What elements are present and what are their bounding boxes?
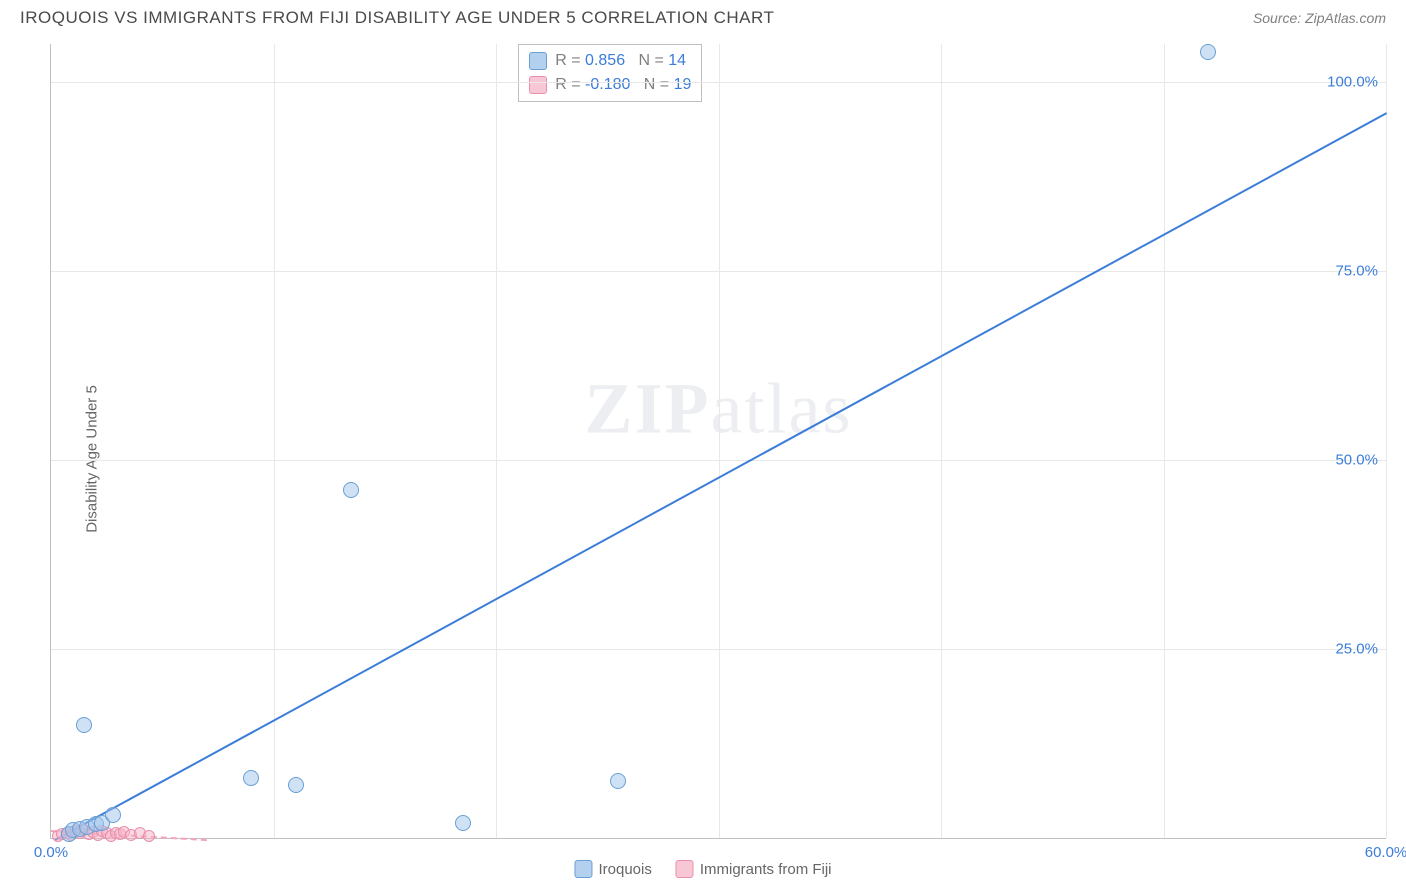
y-tick-label: 50.0% [1335, 451, 1378, 468]
gridline-horizontal [51, 649, 1386, 650]
chart-container: Disability Age Under 5 ZIPatlas R = 0.85… [0, 34, 1406, 884]
swatch-pink-icon [529, 76, 547, 94]
data-point [76, 717, 92, 733]
data-point [288, 777, 304, 793]
data-point [143, 830, 155, 842]
stats-row: R = 0.856 N = 14 [529, 49, 691, 73]
header: IROQUOIS VS IMMIGRANTS FROM FIJI DISABIL… [0, 0, 1406, 34]
legend-label: Iroquois [598, 861, 651, 878]
stats-legend-box: R = 0.856 N = 14R = -0.180 N = 19 [518, 44, 702, 102]
y-tick-label: 75.0% [1335, 262, 1378, 279]
chart-title: IROQUOIS VS IMMIGRANTS FROM FIJI DISABIL… [20, 8, 774, 28]
gridline-vertical [941, 44, 942, 838]
stats-row: R = -0.180 N = 19 [529, 73, 691, 97]
data-point [105, 807, 121, 823]
gridline-vertical [719, 44, 720, 838]
stats-text: R = 0.856 N = 14 [555, 49, 686, 73]
legend: Iroquois Immigrants from Fiji [574, 860, 831, 878]
gridline-horizontal [51, 82, 1386, 83]
gridline-vertical [496, 44, 497, 838]
swatch-blue-icon [529, 52, 547, 70]
swatch-blue-icon [574, 860, 592, 878]
data-point [243, 770, 259, 786]
gridline-vertical [1164, 44, 1165, 838]
stats-text: R = -0.180 N = 19 [555, 73, 691, 97]
y-tick-label: 25.0% [1335, 640, 1378, 657]
legend-item: Immigrants from Fiji [676, 860, 832, 878]
plot-area: ZIPatlas R = 0.856 N = 14R = -0.180 N = … [50, 44, 1386, 839]
y-tick-label: 100.0% [1327, 73, 1378, 90]
x-tick-label: 0.0% [34, 844, 68, 861]
trend-line [55, 112, 1388, 841]
legend-label: Immigrants from Fiji [700, 861, 832, 878]
data-point [610, 773, 626, 789]
data-point [1200, 44, 1216, 60]
x-tick-label: 60.0% [1365, 844, 1406, 861]
legend-item: Iroquois [574, 860, 651, 878]
data-point [343, 482, 359, 498]
gridline-vertical [1386, 44, 1387, 838]
data-point [455, 815, 471, 831]
swatch-pink-icon [676, 860, 694, 878]
gridline-horizontal [51, 460, 1386, 461]
gridline-horizontal [51, 271, 1386, 272]
source-credit: Source: ZipAtlas.com [1253, 10, 1386, 26]
